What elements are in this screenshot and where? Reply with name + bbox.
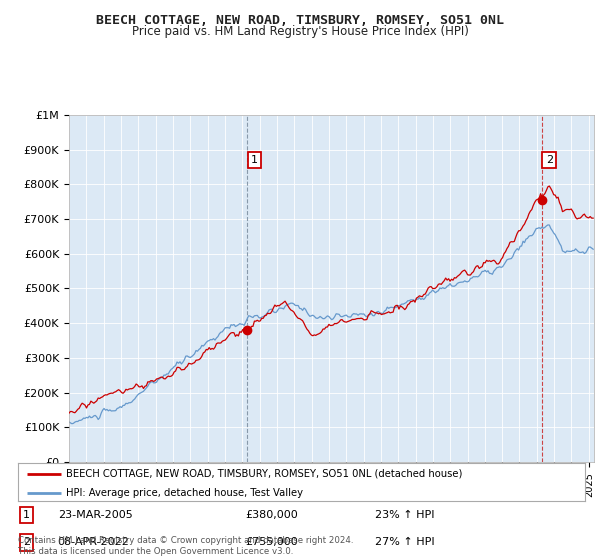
- Text: £380,000: £380,000: [245, 510, 298, 520]
- Text: 2: 2: [23, 538, 30, 548]
- Text: 1: 1: [251, 155, 258, 165]
- Text: 08-APR-2022: 08-APR-2022: [58, 538, 130, 548]
- Text: 2: 2: [546, 155, 553, 165]
- Text: 23-MAR-2005: 23-MAR-2005: [58, 510, 133, 520]
- Text: 1: 1: [23, 510, 30, 520]
- Text: 27% ↑ HPI: 27% ↑ HPI: [375, 538, 435, 548]
- Text: BEECH COTTAGE, NEW ROAD, TIMSBURY, ROMSEY, SO51 0NL (detached house): BEECH COTTAGE, NEW ROAD, TIMSBURY, ROMSE…: [66, 469, 463, 479]
- Text: Contains HM Land Registry data © Crown copyright and database right 2024.
This d: Contains HM Land Registry data © Crown c…: [18, 536, 353, 556]
- Text: HPI: Average price, detached house, Test Valley: HPI: Average price, detached house, Test…: [66, 488, 303, 498]
- Text: Price paid vs. HM Land Registry's House Price Index (HPI): Price paid vs. HM Land Registry's House …: [131, 25, 469, 38]
- Text: 23% ↑ HPI: 23% ↑ HPI: [375, 510, 435, 520]
- Text: £755,000: £755,000: [245, 538, 298, 548]
- Text: BEECH COTTAGE, NEW ROAD, TIMSBURY, ROMSEY, SO51 0NL: BEECH COTTAGE, NEW ROAD, TIMSBURY, ROMSE…: [96, 14, 504, 27]
